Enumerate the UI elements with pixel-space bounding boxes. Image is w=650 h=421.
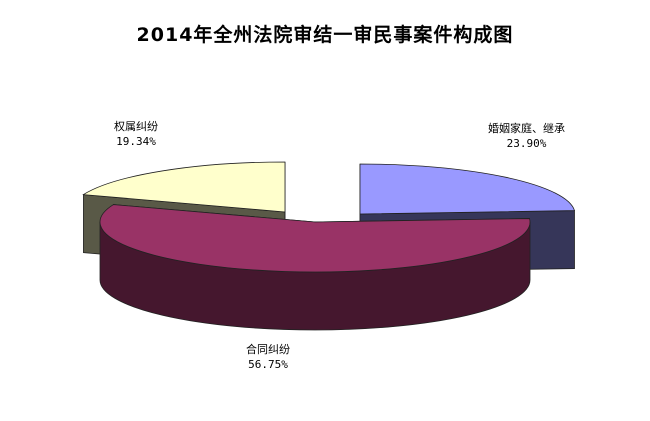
chart-title: 2014年全州法院审结一审民事案件构成图 [136, 24, 514, 46]
slice-label-ownership-name: 权属纠纷 [114, 120, 158, 133]
slice-label-contract-name: 合同纠纷 [246, 343, 290, 356]
pie-slice-ownership-top [82, 161, 286, 213]
slice-label-marriage: 婚姻家庭、继承 23.90% [488, 121, 565, 151]
slice-label-marriage-value: 23.90% [506, 137, 547, 150]
pie-slice-marriage-top [359, 163, 576, 215]
slice-label-contract-value: 56.75% [248, 358, 288, 371]
pie-slice-contract [99, 204, 531, 331]
slice-label-marriage-name: 婚姻家庭、继承 [488, 122, 565, 135]
slice-label-ownership: 权属纠纷 19.34% [114, 119, 158, 149]
pie-slice-contract-top [99, 204, 531, 273]
slice-label-contract: 合同纠纷 56.75% [246, 342, 290, 372]
slice-label-ownership-value: 19.34% [116, 135, 156, 148]
